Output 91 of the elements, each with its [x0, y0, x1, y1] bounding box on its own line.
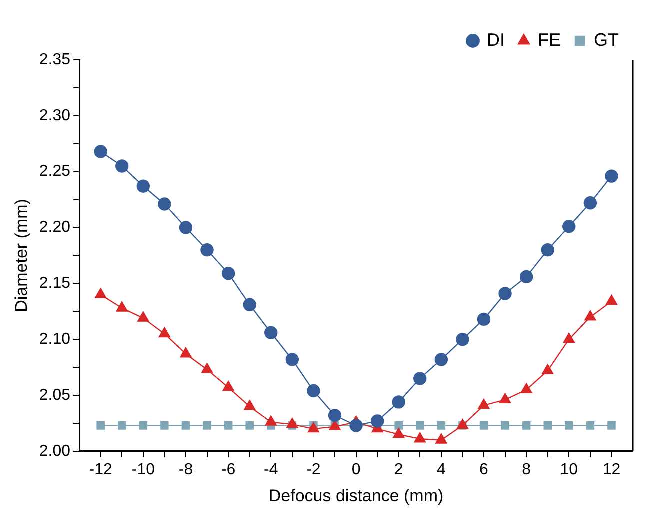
- point: [608, 422, 616, 430]
- point: [606, 294, 618, 306]
- point: [499, 393, 512, 404]
- y-tick-label: 2.00: [39, 442, 71, 460]
- point: [265, 416, 277, 426]
- point: [522, 422, 531, 430]
- point: [96, 422, 105, 430]
- point: [544, 422, 552, 430]
- point: [94, 145, 108, 158]
- point: [394, 422, 403, 430]
- y-tick-label: 2.20: [39, 219, 71, 236]
- point: [200, 244, 214, 257]
- point: [584, 196, 598, 210]
- point: [414, 432, 426, 443]
- x-tick-label: 0: [352, 461, 361, 478]
- x-tick-label: 6: [480, 461, 489, 478]
- x-tick-label: 10: [560, 461, 578, 478]
- point: [179, 221, 193, 234]
- point: [498, 287, 512, 300]
- point: [563, 332, 575, 344]
- point: [222, 381, 234, 392]
- point: [436, 434, 448, 444]
- point: [180, 348, 192, 358]
- y-tick-label: 2.25: [39, 163, 71, 180]
- point: [138, 312, 150, 322]
- point: [246, 422, 254, 430]
- point: [562, 220, 576, 234]
- point: [542, 364, 554, 374]
- y-tick-label: 2.30: [39, 107, 71, 124]
- point: [286, 353, 300, 366]
- point: [136, 180, 150, 193]
- point: [392, 396, 406, 409]
- point: [586, 422, 595, 430]
- point: [416, 422, 424, 430]
- point: [158, 327, 170, 338]
- point: [203, 422, 212, 430]
- point: [95, 288, 107, 298]
- y-tick-label: 2.10: [39, 330, 71, 348]
- y-tick-label: 2.35: [39, 51, 71, 68]
- point: [116, 302, 128, 312]
- point: [456, 419, 468, 430]
- y-axis-title: Diameter (mm): [12, 199, 31, 312]
- point: [243, 298, 256, 312]
- point: [224, 422, 233, 430]
- point: [565, 422, 574, 430]
- point: [308, 422, 320, 433]
- point: [437, 422, 446, 430]
- point: [139, 422, 148, 430]
- x-tick-label: -2: [306, 461, 321, 478]
- point: [501, 422, 510, 430]
- point: [264, 326, 278, 340]
- y-tick-label: 2.15: [39, 275, 71, 292]
- point: [350, 419, 363, 432]
- legend-label: DI: [487, 30, 506, 50]
- point: [520, 270, 534, 284]
- point: [244, 400, 256, 410]
- point: [520, 383, 532, 394]
- x-tick-label: -6: [221, 461, 236, 478]
- point: [182, 422, 190, 430]
- point: [584, 310, 596, 321]
- x-tick-label: -4: [264, 461, 278, 478]
- point: [477, 312, 491, 326]
- point: [307, 384, 320, 398]
- x-tick-label: 8: [522, 461, 532, 478]
- point: [456, 332, 470, 346]
- point: [393, 428, 405, 438]
- point: [201, 363, 214, 374]
- point: [414, 372, 427, 386]
- legend-label: GT: [594, 30, 620, 50]
- point: [541, 244, 554, 257]
- x-tick-label: -10: [132, 461, 156, 478]
- point: [328, 409, 342, 422]
- point: [160, 422, 169, 430]
- point: [480, 422, 488, 430]
- x-axis-title: Defocus distance (mm): [268, 486, 444, 506]
- point: [118, 422, 126, 430]
- legend-label: FE: [538, 30, 562, 50]
- point: [370, 414, 384, 428]
- y-tick-label: 2.05: [39, 386, 71, 404]
- x-tick-label: 12: [602, 461, 621, 478]
- x-tick-label: -8: [178, 461, 194, 478]
- x-tick-label: -12: [89, 461, 112, 478]
- point: [605, 170, 618, 183]
- x-tick-label: 4: [436, 461, 446, 478]
- point: [478, 398, 490, 410]
- x-tick-label: 2: [394, 461, 404, 478]
- point: [158, 198, 172, 211]
- point: [286, 418, 298, 428]
- point: [116, 160, 129, 173]
- point: [434, 353, 448, 366]
- point: [222, 266, 236, 280]
